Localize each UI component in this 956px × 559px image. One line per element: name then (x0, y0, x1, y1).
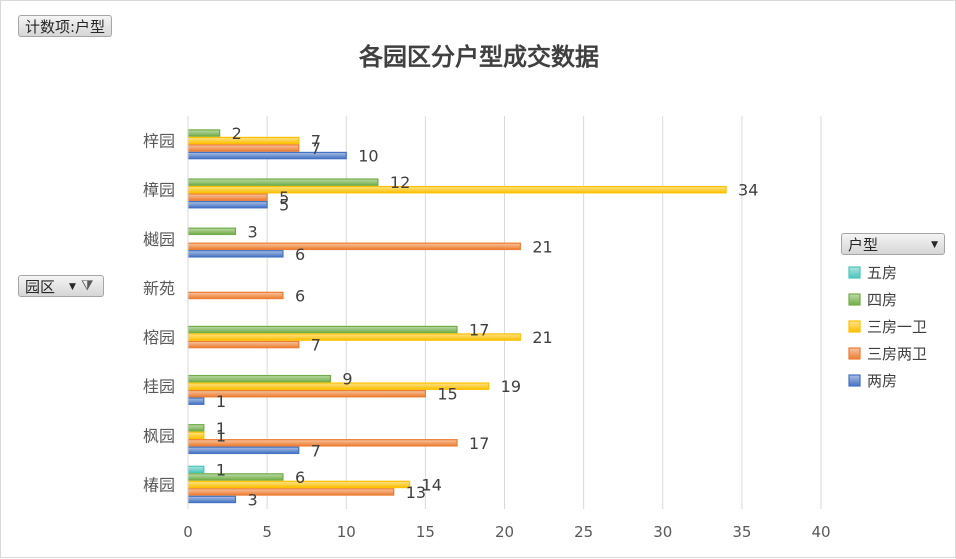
category-label: 枫园 (143, 426, 175, 445)
bar[interactable] (187, 495, 237, 504)
bar[interactable] (187, 397, 205, 405)
data-label: 6 (295, 245, 305, 264)
data-label: 7 (311, 132, 321, 151)
bar[interactable] (187, 178, 379, 186)
legend-field-button[interactable]: 户型 ▼ (841, 233, 945, 255)
x-tick-label: 35 (732, 523, 751, 541)
data-label: 7 (311, 441, 321, 460)
gridlines (266, 116, 822, 509)
x-tick-label: 25 (574, 523, 593, 541)
value-field-label: 计数项:户型 (25, 18, 106, 36)
dropdown-arrow-icon[interactable]: ▼ (69, 282, 76, 292)
bar[interactable] (187, 136, 300, 145)
legend-label[interactable]: 三房两卫 (867, 345, 927, 363)
data-label: 5 (279, 188, 289, 207)
x-tick-label: 40 (811, 523, 830, 541)
bar[interactable] (187, 193, 268, 201)
category-label: 桂园 (143, 377, 175, 396)
data-label: 5 (279, 196, 289, 215)
category-label: 榕园 (143, 328, 175, 347)
bar[interactable] (187, 325, 458, 334)
bar[interactable] (187, 446, 300, 455)
bar[interactable] (187, 424, 205, 432)
data-label: 1 (216, 392, 226, 411)
bar[interactable] (187, 242, 521, 251)
legend-swatch[interactable] (848, 293, 861, 306)
category-label: 新苑 (143, 279, 175, 298)
data-label: 15 (437, 385, 457, 404)
category-label: 樾园 (143, 230, 175, 249)
data-label: 3 (247, 490, 257, 509)
bar[interactable] (187, 250, 284, 258)
data-label: 17 (469, 321, 489, 340)
data-label: 21 (532, 237, 552, 256)
x-tick-label: 5 (262, 523, 272, 541)
bar[interactable] (187, 129, 221, 137)
data-label: 17 (469, 434, 489, 453)
category-label: 椿园 (143, 475, 175, 494)
legend-swatch[interactable] (848, 320, 861, 333)
legend-label[interactable]: 四房 (867, 291, 897, 309)
bar[interactable] (187, 291, 284, 300)
legend-swatch[interactable] (848, 347, 861, 360)
data-label: 1 (216, 426, 226, 445)
bar[interactable] (187, 185, 727, 194)
data-label: 6 (295, 468, 305, 487)
bar[interactable] (187, 340, 300, 349)
row-field-label: 园区 (25, 278, 56, 296)
data-label: 14 (422, 475, 442, 494)
data-label: 2 (232, 124, 242, 143)
data-label: 9 (342, 370, 352, 389)
data-label: 1 (216, 460, 226, 479)
bar[interactable] (187, 200, 268, 209)
data-label: 1 (216, 419, 226, 438)
data-label: 19 (501, 377, 521, 396)
x-tick-label: 15 (416, 523, 435, 541)
legend-swatch[interactable] (848, 374, 861, 387)
data-label: 7 (311, 336, 321, 355)
x-tick-label: 0 (183, 523, 193, 541)
row-field-button[interactable]: 园区 ▼ ⧩ (18, 275, 104, 297)
legend-field-label: 户型 (848, 236, 879, 254)
data-label: 6 (295, 286, 305, 305)
category-label: 樟园 (143, 181, 175, 200)
legend-label[interactable]: 两房 (867, 372, 897, 390)
x-tick-label: 10 (337, 523, 356, 541)
data-label: 34 (738, 181, 758, 200)
bar[interactable] (187, 227, 237, 236)
bar[interactable] (187, 439, 458, 447)
value-field-button[interactable]: 计数项:户型 (18, 15, 113, 37)
data-label: 13 (406, 483, 426, 502)
data-label: 3 (247, 222, 257, 241)
bar[interactable] (187, 144, 300, 152)
dropdown-arrow-icon[interactable]: ▼ (931, 240, 938, 250)
legend-label[interactable]: 五房 (867, 264, 897, 282)
bar[interactable] (187, 374, 332, 383)
data-label: 21 (532, 328, 552, 347)
bar[interactable] (187, 151, 347, 160)
bar[interactable] (187, 465, 205, 474)
legend-swatch[interactable] (848, 266, 861, 279)
x-tick-label: 30 (653, 523, 672, 541)
x-tick-label: 20 (495, 523, 514, 541)
legend-label[interactable]: 三房一卫 (867, 318, 927, 336)
data-label: 12 (390, 173, 410, 192)
chart-title: 各园区分户型成交数据 (359, 42, 599, 71)
bars (187, 129, 727, 504)
bar[interactable] (187, 473, 284, 481)
filter-icon[interactable]: ⧩ (81, 278, 94, 294)
bar[interactable] (187, 488, 395, 496)
data-label: 10 (358, 147, 378, 166)
data-label: 7 (311, 139, 321, 158)
category-label: 梓园 (143, 132, 175, 151)
bar[interactable] (187, 431, 205, 440)
